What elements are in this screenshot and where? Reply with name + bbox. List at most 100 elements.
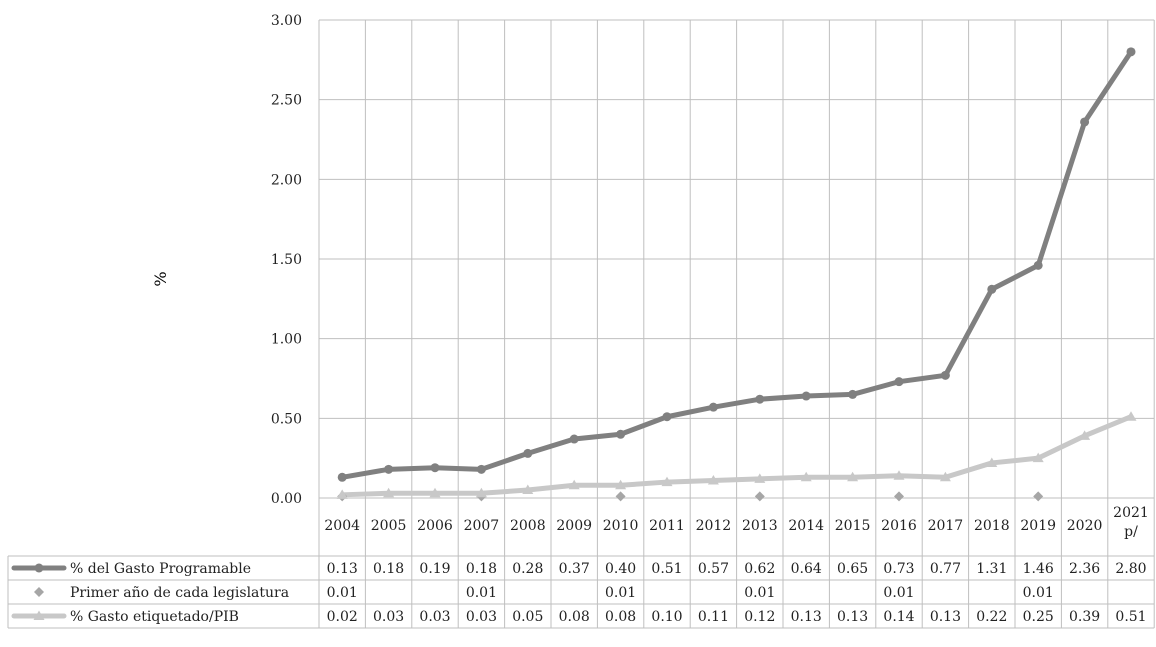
table-value: 0.65	[837, 561, 868, 577]
table-value: 0.62	[744, 561, 775, 577]
table-value: 0.05	[512, 609, 543, 625]
table-value: 0.51	[1115, 609, 1146, 625]
table-value: 1.46	[1023, 561, 1054, 577]
data-point	[1079, 430, 1091, 440]
grid-lines	[318, 19, 1155, 556]
table-value: 0.18	[373, 561, 404, 577]
data-point	[894, 377, 904, 387]
table-value: 0.13	[930, 609, 961, 625]
data-point	[569, 434, 579, 444]
table-value: 0.28	[512, 561, 543, 577]
data-table: % del Gasto Programable 0.13 0.18 0.19 0.18 0…	[7, 555, 1155, 629]
x-category-label: 2018	[974, 518, 1010, 534]
x-category-label: 2006	[417, 518, 453, 534]
table-value: 1.31	[976, 561, 1007, 577]
data-point	[475, 487, 487, 498]
data-point	[847, 471, 859, 482]
data-point	[615, 479, 627, 490]
table-value: 0.13	[791, 609, 822, 625]
data-point	[476, 464, 486, 474]
table-value: 0.77	[930, 561, 961, 577]
data-point	[754, 491, 765, 502]
data-point	[430, 463, 440, 473]
data-point	[939, 471, 951, 482]
x-category-label: 2011	[649, 518, 685, 534]
table-value: 0.14	[883, 609, 914, 625]
table-value: 0.01	[327, 585, 358, 601]
table-value: 0.10	[651, 609, 682, 625]
data-point	[707, 474, 719, 485]
data-point	[1125, 411, 1137, 421]
data-point	[337, 472, 347, 482]
data-point	[429, 487, 441, 498]
x-category-label: 2016	[881, 518, 917, 534]
table-value: 0.25	[1023, 609, 1054, 625]
table-value: 0.03	[419, 609, 450, 625]
table-value: 0.13	[837, 609, 868, 625]
table-value: 0.01	[744, 585, 775, 601]
y-axis: 0.00 0.50 1.00 1.50 2.00 2.50 3.00	[271, 13, 302, 507]
series-line	[339, 49, 1134, 480]
data-point	[755, 394, 765, 404]
table-value: 0.13	[327, 561, 358, 577]
x-category-label: p/	[1124, 524, 1138, 540]
x-axis-categories: 2004 2005 2006 2007 2008 2009 2010 2011 2012 2013…	[324, 505, 1148, 540]
table-value: 0.08	[559, 609, 590, 625]
data-point	[1080, 117, 1090, 127]
data-point	[1033, 491, 1044, 502]
table-value: 0.01	[883, 585, 914, 601]
table-value: 0.11	[698, 609, 729, 625]
table-value: 0.18	[466, 561, 497, 577]
table-value: 0.03	[373, 609, 404, 625]
data-point	[987, 284, 997, 294]
table-value: 0.64	[791, 561, 822, 577]
y-tick-label: 3.00	[271, 13, 302, 29]
y-tick-label: 0.00	[271, 491, 302, 507]
legend-entry-label: % del Gasto Programable	[70, 561, 251, 577]
table-value: 0.39	[1069, 609, 1100, 625]
x-category-label: 2020	[1067, 518, 1103, 534]
table-value: 0.19	[419, 561, 450, 577]
table-value: 0.73	[883, 561, 914, 577]
legend-entry-label: % Gasto etiquetado/PIB	[70, 609, 239, 625]
x-category-label: 2013	[742, 518, 778, 534]
data-point	[568, 479, 580, 490]
legend-key-marker	[34, 563, 44, 573]
x-category-label: 2007	[464, 518, 500, 534]
x-category-label: 2012	[696, 518, 732, 534]
data-point	[1033, 260, 1043, 270]
data-point	[523, 448, 533, 458]
data-point	[384, 464, 394, 474]
table-value: 0.01	[466, 585, 497, 601]
series-line	[339, 414, 1134, 498]
data-point	[662, 412, 672, 422]
data-point	[615, 491, 626, 502]
data-point	[522, 484, 534, 495]
table-value: 2.80	[1115, 561, 1146, 577]
table-value: 0.40	[605, 561, 636, 577]
data-point	[616, 429, 626, 439]
y-tick-label: 0.50	[271, 411, 302, 427]
table-value: 0.22	[976, 609, 1007, 625]
y-tick-label: 1.50	[271, 252, 302, 268]
data-point	[383, 487, 395, 498]
data-point	[1032, 452, 1044, 463]
table-value: 0.51	[651, 561, 682, 577]
x-category-label: 2008	[510, 518, 546, 534]
table-value: 0.12	[744, 609, 775, 625]
data-point	[893, 470, 905, 480]
data-point	[848, 389, 858, 399]
table-value: 0.03	[466, 609, 497, 625]
table-value: 0.02	[327, 609, 358, 625]
data-point	[336, 489, 348, 499]
table-value: 0.01	[1023, 585, 1054, 601]
table-value: 2.36	[1069, 561, 1100, 577]
x-category-label: 2014	[788, 518, 824, 534]
data-point	[661, 476, 673, 487]
series-lines	[339, 49, 1134, 498]
table-value: 0.57	[698, 561, 729, 577]
data-point	[940, 370, 950, 380]
x-category-label: 2019	[1020, 518, 1056, 534]
data-point	[754, 473, 766, 483]
legend-entry-label: Primer año de cada legislatura	[70, 585, 289, 601]
